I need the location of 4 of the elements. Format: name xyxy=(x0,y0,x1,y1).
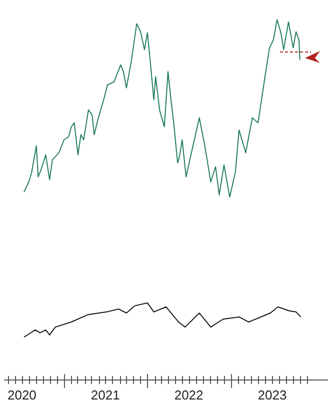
x-tick-label: 2022 xyxy=(174,387,204,402)
x-tick-label: 2020 xyxy=(7,387,36,402)
x-tick-label: 2023 xyxy=(258,387,287,402)
x-tick-label: 2021 xyxy=(90,387,120,402)
